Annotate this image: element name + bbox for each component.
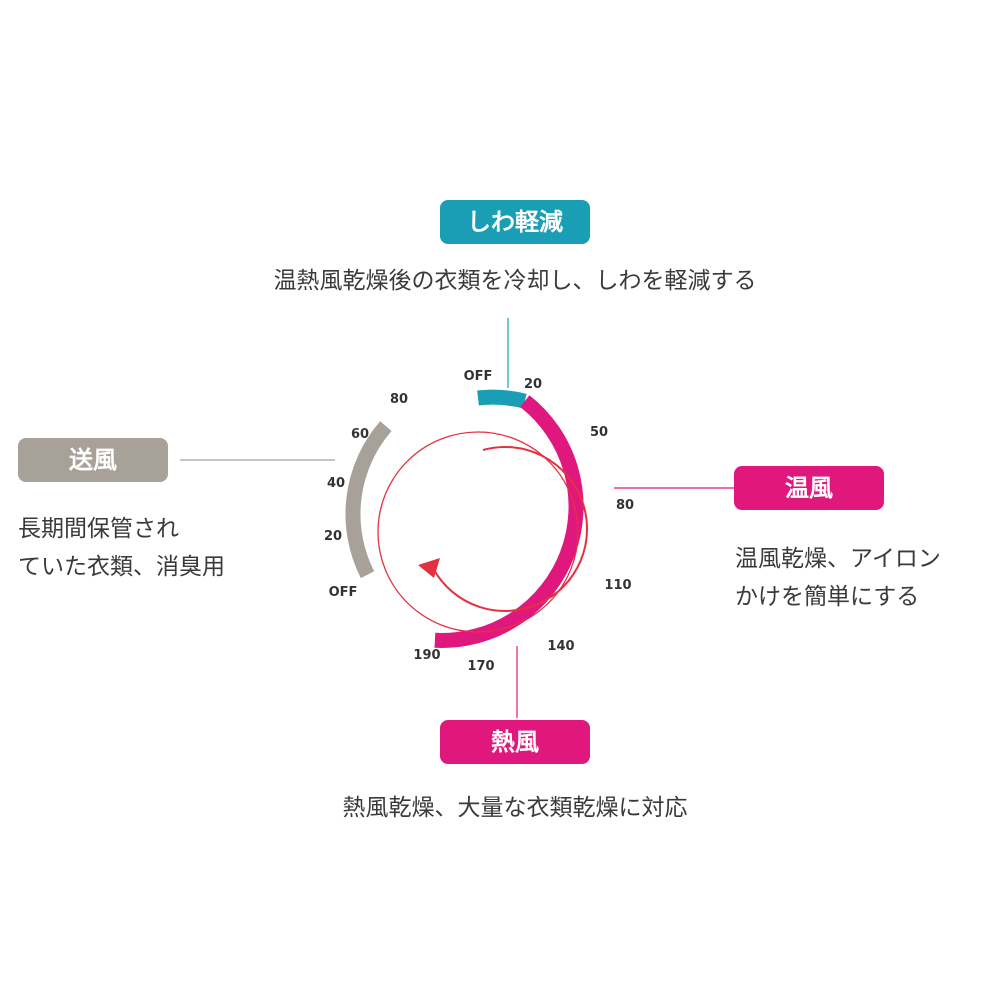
rotation-arrow-icon (432, 445, 589, 612)
tick-blow-20: 20 (324, 529, 342, 544)
desc-blow-line-2: ていた衣類、消臭用 (18, 554, 225, 580)
arc-wrinkle (477, 389, 527, 409)
tick-blow-80: 80 (390, 392, 408, 407)
desc-warm: 温風乾燥、アイロン かけを簡単にする (735, 540, 941, 616)
tick-heat-140: 140 (547, 639, 574, 654)
tick-heat-off: OFF (464, 369, 493, 384)
arrowhead-icon (418, 558, 440, 578)
desc-blow-line-1: 長期間保管され (18, 516, 179, 542)
tick-blow-40: 40 (327, 476, 345, 491)
desc-blow: 長期間保管され ていた衣類、消臭用 (18, 510, 225, 586)
desc-wrinkle: 温熱風乾燥後の衣類を冷却し、しわを軽減する (273, 268, 757, 294)
tick-blow-60: 60 (351, 427, 369, 442)
badge-wrinkle: しわ軽減 (440, 200, 590, 244)
tick-heat-50: 50 (590, 425, 608, 440)
desc-warm-line-1: 温風乾燥、アイロン (735, 546, 941, 572)
tick-heat-170: 170 (467, 659, 494, 674)
arc-heat (434, 395, 584, 648)
tick-blow-off: OFF (329, 585, 358, 600)
desc-warm-line-2: かけを簡単にする (735, 584, 920, 610)
tick-heat-190: 190 (413, 648, 440, 663)
tick-heat-20: 20 (524, 377, 542, 392)
arc-blow (345, 421, 392, 579)
badge-blow: 送風 (18, 438, 168, 482)
desc-hot: 熱風乾燥、大量な衣類乾燥に対応 (342, 795, 688, 821)
tick-heat-110: 110 (604, 578, 631, 593)
inner-ring (377, 431, 579, 633)
tick-heat-80: 80 (616, 498, 634, 513)
badge-warm: 温風 (734, 466, 884, 510)
badge-hot: 熱風 (440, 720, 590, 764)
